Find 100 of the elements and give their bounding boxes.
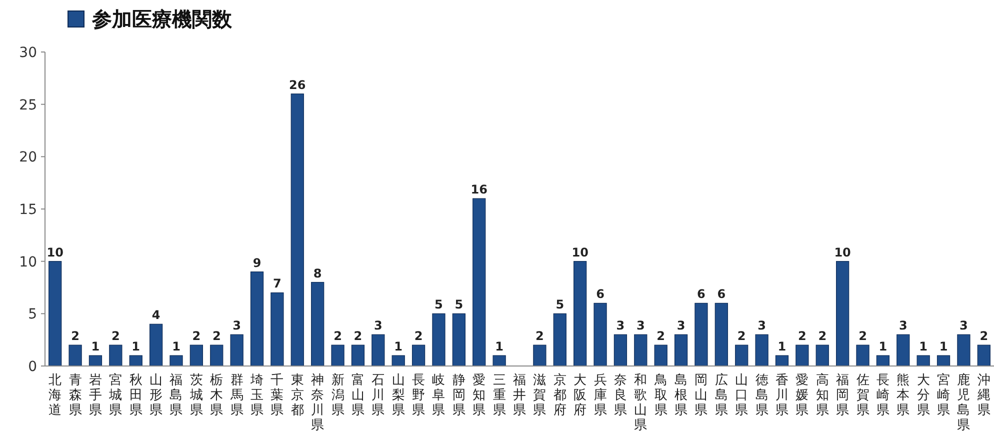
x-tick-label: 宮崎県 (937, 372, 950, 418)
bar (331, 344, 344, 366)
bar (190, 344, 203, 366)
legend-label: 参加医療機関数 (91, 7, 233, 31)
data-label: 5 (454, 298, 464, 312)
bar (735, 344, 748, 366)
x-tick-label: 岡山県 (694, 373, 708, 418)
bar (472, 198, 486, 366)
x-tick-label: 大分県 (916, 373, 930, 418)
data-label: 2 (192, 329, 201, 344)
bar (694, 302, 708, 366)
bar (372, 334, 385, 366)
x-tick-label: 長野県 (412, 373, 426, 418)
data-label: 2 (798, 329, 806, 344)
data-label: 6 (596, 287, 604, 302)
y-tick-label: 5 (28, 306, 37, 323)
x-tick-label: 愛知県 (472, 373, 486, 418)
data-label: 5 (434, 298, 443, 312)
x-tick-label: 奈良県 (614, 373, 627, 418)
x-tick-label: 京都府 (553, 373, 566, 418)
x-tick-label: 北海道 (48, 373, 62, 418)
x-tick-label: 福島県 (170, 373, 183, 418)
x-tick-label: 静岡県 (452, 373, 466, 418)
bar (170, 355, 183, 366)
bar (614, 334, 628, 366)
data-label: 1 (172, 340, 180, 354)
bar (916, 355, 930, 366)
data-label: 2 (858, 329, 867, 344)
x-tick-label: 愛媛県 (796, 373, 809, 418)
data-label: 5 (556, 298, 564, 312)
bar (230, 334, 244, 366)
x-tick-label: 東京都 (290, 373, 304, 418)
data-label: 8 (313, 266, 322, 280)
data-label: 1 (778, 340, 786, 354)
x-tick-label: 沖縄県 (976, 373, 990, 418)
x-tick-label: 新潟県 (331, 373, 344, 418)
data-label: 26 (289, 78, 306, 92)
data-label: 3 (898, 318, 908, 333)
data-label: 3 (636, 318, 645, 333)
x-tick-label: 島根県 (674, 373, 688, 418)
y-tick-label: 30 (19, 45, 37, 61)
bar (452, 313, 466, 366)
bar (755, 334, 768, 366)
bar (210, 344, 224, 366)
data-label: 10 (572, 245, 588, 260)
bar (936, 355, 950, 366)
bar (796, 344, 809, 366)
y-tick-label: 10 (19, 254, 37, 270)
data-label: 2 (334, 329, 342, 344)
bar (896, 334, 910, 366)
data-label: 3 (676, 318, 686, 333)
x-tick-label: 群馬県 (229, 373, 244, 418)
x-tick-label: 滋賀県 (533, 373, 546, 418)
x-tick-label: 三重県 (492, 373, 506, 418)
x-tick-label: 神奈川県 (311, 373, 324, 433)
bar (311, 282, 324, 366)
data-label: 1 (939, 340, 948, 354)
x-tick-label: 岩手県 (88, 373, 102, 418)
data-label: 2 (212, 329, 221, 344)
data-label: 2 (980, 329, 988, 344)
x-tick-label: 兵庫県 (594, 373, 607, 418)
data-label: 3 (960, 318, 968, 333)
bar (533, 344, 546, 366)
data-label: 3 (374, 318, 382, 333)
x-tick-label: 茨城県 (188, 373, 203, 418)
bar (290, 94, 304, 366)
data-label: 2 (656, 329, 666, 344)
bar (654, 344, 668, 366)
data-label: 1 (132, 340, 140, 354)
x-tick-label: 石川県 (372, 373, 385, 418)
bar (674, 334, 688, 366)
bar (836, 261, 850, 366)
data-label: 1 (91, 340, 100, 354)
bar (432, 313, 446, 366)
data-label: 9 (252, 256, 262, 270)
bar (129, 355, 142, 366)
x-tick-label: 山形県 (150, 373, 163, 418)
data-label: 4 (152, 308, 160, 322)
x-tick-label: 長崎県 (876, 373, 890, 418)
x-tick-label: 岐阜県 (432, 373, 446, 418)
x-tick-label: 鹿児島県 (957, 373, 970, 433)
x-tick-label: 埼玉県 (250, 373, 264, 418)
x-tick-label: 青森県 (68, 373, 82, 418)
x-tick-label: 宮城県 (108, 372, 122, 418)
data-label: 2 (71, 329, 80, 344)
data-label: 7 (273, 276, 282, 291)
y-tick-label: 0 (28, 359, 37, 375)
x-tick-label: 徳島県 (755, 373, 768, 418)
x-tick-label: 佐賀県 (856, 373, 870, 418)
x-tick-label: 秋田県 (129, 373, 142, 418)
bar (957, 334, 970, 366)
y-tick-label: 15 (19, 202, 37, 218)
data-label: 2 (111, 329, 120, 344)
bar (876, 355, 890, 366)
bar (634, 334, 648, 366)
bar (351, 344, 365, 366)
x-tick-label: 鳥取県 (653, 373, 668, 418)
data-label: 2 (818, 329, 827, 344)
data-label: 3 (616, 318, 625, 333)
data-label: 1 (878, 340, 888, 354)
